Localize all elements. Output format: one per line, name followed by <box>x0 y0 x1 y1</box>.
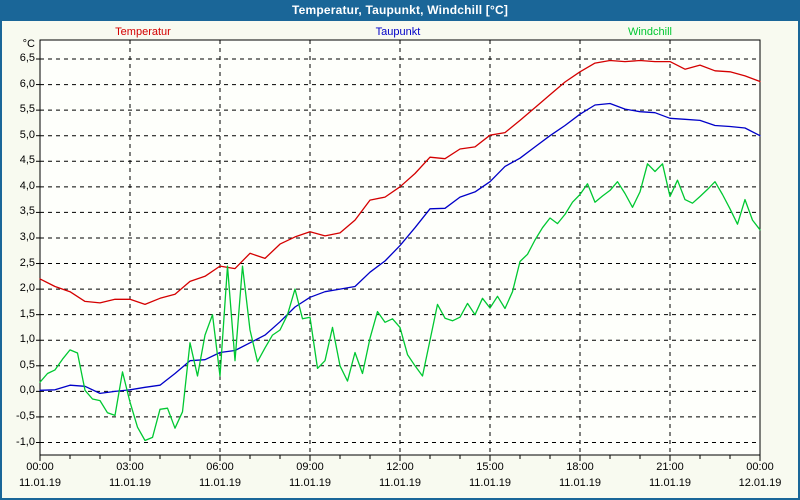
page-title: Temperatur, Taupunkt, Windchill [°C] <box>291 3 509 17</box>
y-axis-tick-label: -0,5 <box>16 409 35 422</box>
x-axis-date-label: 11.01.19 <box>108 477 151 489</box>
legend-temperatur: Temperatur <box>115 26 171 38</box>
x-axis-date-label: 11.01.19 <box>468 477 511 489</box>
y-axis-tick-label: 5,0 <box>19 128 35 141</box>
x-axis-date-label: 12.01.19 <box>738 477 782 489</box>
x-axis-date-label: 11.01.19 <box>18 477 61 489</box>
x-axis-date-label: 11.01.19 <box>288 477 331 489</box>
y-axis-tick-label: 6,5 <box>19 52 35 64</box>
legend-taupunkt: Taupunkt <box>375 26 421 38</box>
series-taupunkt <box>39 102 761 395</box>
x-axis-time-label: 15:00 <box>476 461 504 473</box>
x-axis-time-label: 00:00 <box>746 461 774 473</box>
y-axis-tick-label: 2,5 <box>19 256 35 269</box>
x-axis-time-label: 03:00 <box>116 461 144 473</box>
y-axis-tick-label: 5,5 <box>19 103 35 116</box>
y-axis-tick-label: 1,0 <box>19 333 35 346</box>
y-axis-tick-label: 3,5 <box>19 205 35 218</box>
y-axis-tick-label: 6,0 <box>19 77 35 90</box>
x-axis-time-label: 21:00 <box>656 461 684 473</box>
y-axis-tick-label: 3,0 <box>19 230 35 243</box>
x-axis-date-label: 11.01.19 <box>378 477 421 489</box>
x-axis-time-label: 06:00 <box>206 461 234 473</box>
y-axis-tick-label: 4,0 <box>19 179 35 192</box>
series-windchill <box>39 163 761 442</box>
y-axis-unit: °C <box>22 38 35 50</box>
x-axis-time-label: 09:00 <box>296 461 324 473</box>
x-axis-time-label: 00:00 <box>26 461 54 473</box>
x-axis-date-label: 11.01.19 <box>198 477 241 489</box>
y-axis-tick-label: 4,5 <box>19 154 35 167</box>
y-axis-tick-label: -1,0 <box>16 435 35 448</box>
y-axis-tick-label: 2,0 <box>19 282 35 295</box>
y-axis-tick-label: 0,5 <box>19 358 35 371</box>
legend-windchill: Windchill <box>627 26 672 38</box>
title-bar: Temperatur, Taupunkt, Windchill [°C] <box>0 0 800 21</box>
y-axis-tick-label: 0,0 <box>19 384 35 397</box>
x-axis-time-label: 12:00 <box>386 461 414 473</box>
x-axis-date-label: 11.01.19 <box>648 477 691 489</box>
x-axis-date-label: 11.01.19 <box>558 477 601 489</box>
x-axis-time-label: 18:00 <box>566 461 594 473</box>
series-temperatur <box>39 59 761 306</box>
y-axis-tick-label: 1,5 <box>19 307 35 320</box>
